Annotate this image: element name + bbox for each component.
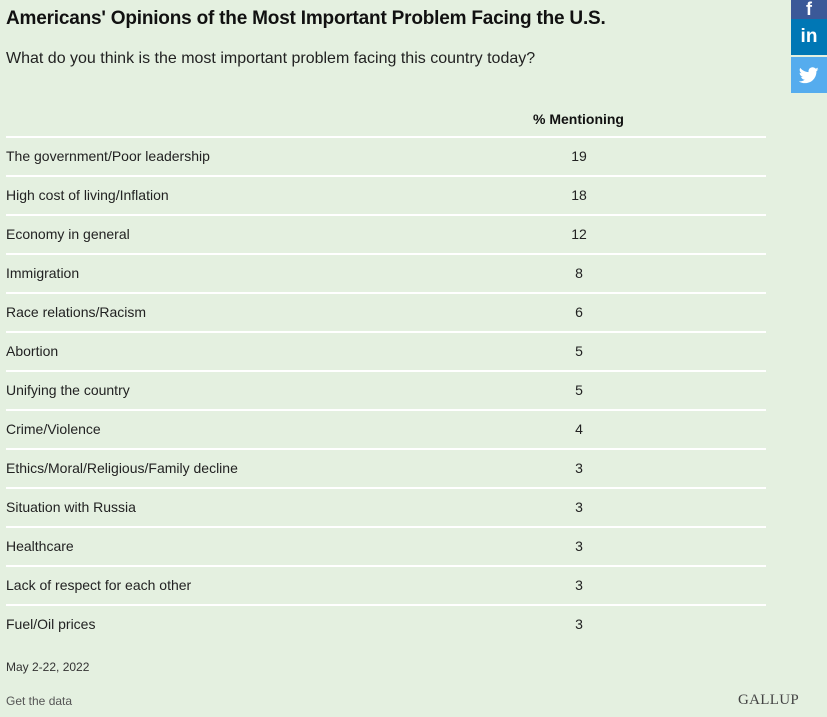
row-category-label: The government/Poor leadership <box>6 148 210 164</box>
row-percent-value: 3 <box>575 538 583 554</box>
chart-subtitle: What do you think is the most important … <box>6 50 536 67</box>
table-row: Fuel/Oil prices 3 <box>6 606 766 643</box>
data-table: % Mentioning The government/Poor leaders… <box>6 100 766 643</box>
table-row: Ethics/Moral/Religious/Family decline 3 <box>6 450 766 489</box>
linkedin-icon: in <box>800 26 818 47</box>
row-percent-value: 8 <box>575 265 583 281</box>
row-percent-value: 3 <box>575 460 583 476</box>
row-category-label: Race relations/Racism <box>6 304 147 320</box>
linkedin-share-button[interactable]: in <box>791 19 827 55</box>
get-data-link[interactable]: Get the data <box>6 694 73 708</box>
row-percent-value: 19 <box>571 148 587 164</box>
survey-date: May 2-22, 2022 <box>6 660 90 674</box>
row-percent-value: 3 <box>575 499 583 515</box>
row-category-label: Economy in general <box>6 226 130 242</box>
row-category-label: Ethics/Moral/Religious/Family decline <box>6 460 238 476</box>
table-row: Race relations/Racism 6 <box>6 294 766 333</box>
row-category-label: Lack of respect for each other <box>6 577 192 593</box>
table-row: Unifying the country 5 <box>6 372 766 411</box>
row-percent-value: 6 <box>575 304 583 320</box>
row-percent-value: 12 <box>571 226 587 242</box>
gallup-logo: GALLUP <box>738 692 799 708</box>
facebook-icon: f <box>806 0 812 19</box>
row-percent-value: 5 <box>575 382 583 398</box>
column-header-mentioning: % Mentioning <box>533 111 624 127</box>
row-percent-value: 4 <box>575 421 583 437</box>
table-row: High cost of living/Inflation 18 <box>6 177 766 216</box>
twitter-share-button[interactable] <box>791 57 827 93</box>
table-row: Economy in general 12 <box>6 216 766 255</box>
table-row: Situation with Russia 3 <box>6 489 766 528</box>
row-category-label: High cost of living/Inflation <box>6 187 169 203</box>
facebook-share-button[interactable]: f <box>791 0 827 19</box>
table-header-row: % Mentioning <box>6 100 766 138</box>
row-category-label: Situation with Russia <box>6 499 136 515</box>
table-row: Abortion 5 <box>6 333 766 372</box>
row-category-label: Immigration <box>6 265 80 281</box>
table-row: Healthcare 3 <box>6 528 766 567</box>
row-percent-value: 3 <box>575 577 583 593</box>
table-body: The government/Poor leadership 19 High cos… <box>6 138 766 643</box>
row-percent-value: 3 <box>575 616 583 632</box>
chart-title: Americans' Opinions of the Most Importan… <box>6 8 606 29</box>
row-percent-value: 5 <box>575 343 583 359</box>
row-percent-value: 18 <box>571 187 587 203</box>
table-row: Lack of respect for each other 3 <box>6 567 766 606</box>
row-category-label: Abortion <box>6 343 59 359</box>
row-category-label: Crime/Violence <box>6 421 101 437</box>
row-category-label: Healthcare <box>6 538 74 554</box>
share-bar: f in <box>791 0 827 93</box>
table-row: Crime/Violence 4 <box>6 411 766 450</box>
table-row: Immigration 8 <box>6 255 766 294</box>
row-category-label: Fuel/Oil prices <box>6 616 96 632</box>
table-row: The government/Poor leadership 19 <box>6 138 766 177</box>
row-category-label: Unifying the country <box>6 382 130 398</box>
twitter-icon <box>799 66 819 83</box>
